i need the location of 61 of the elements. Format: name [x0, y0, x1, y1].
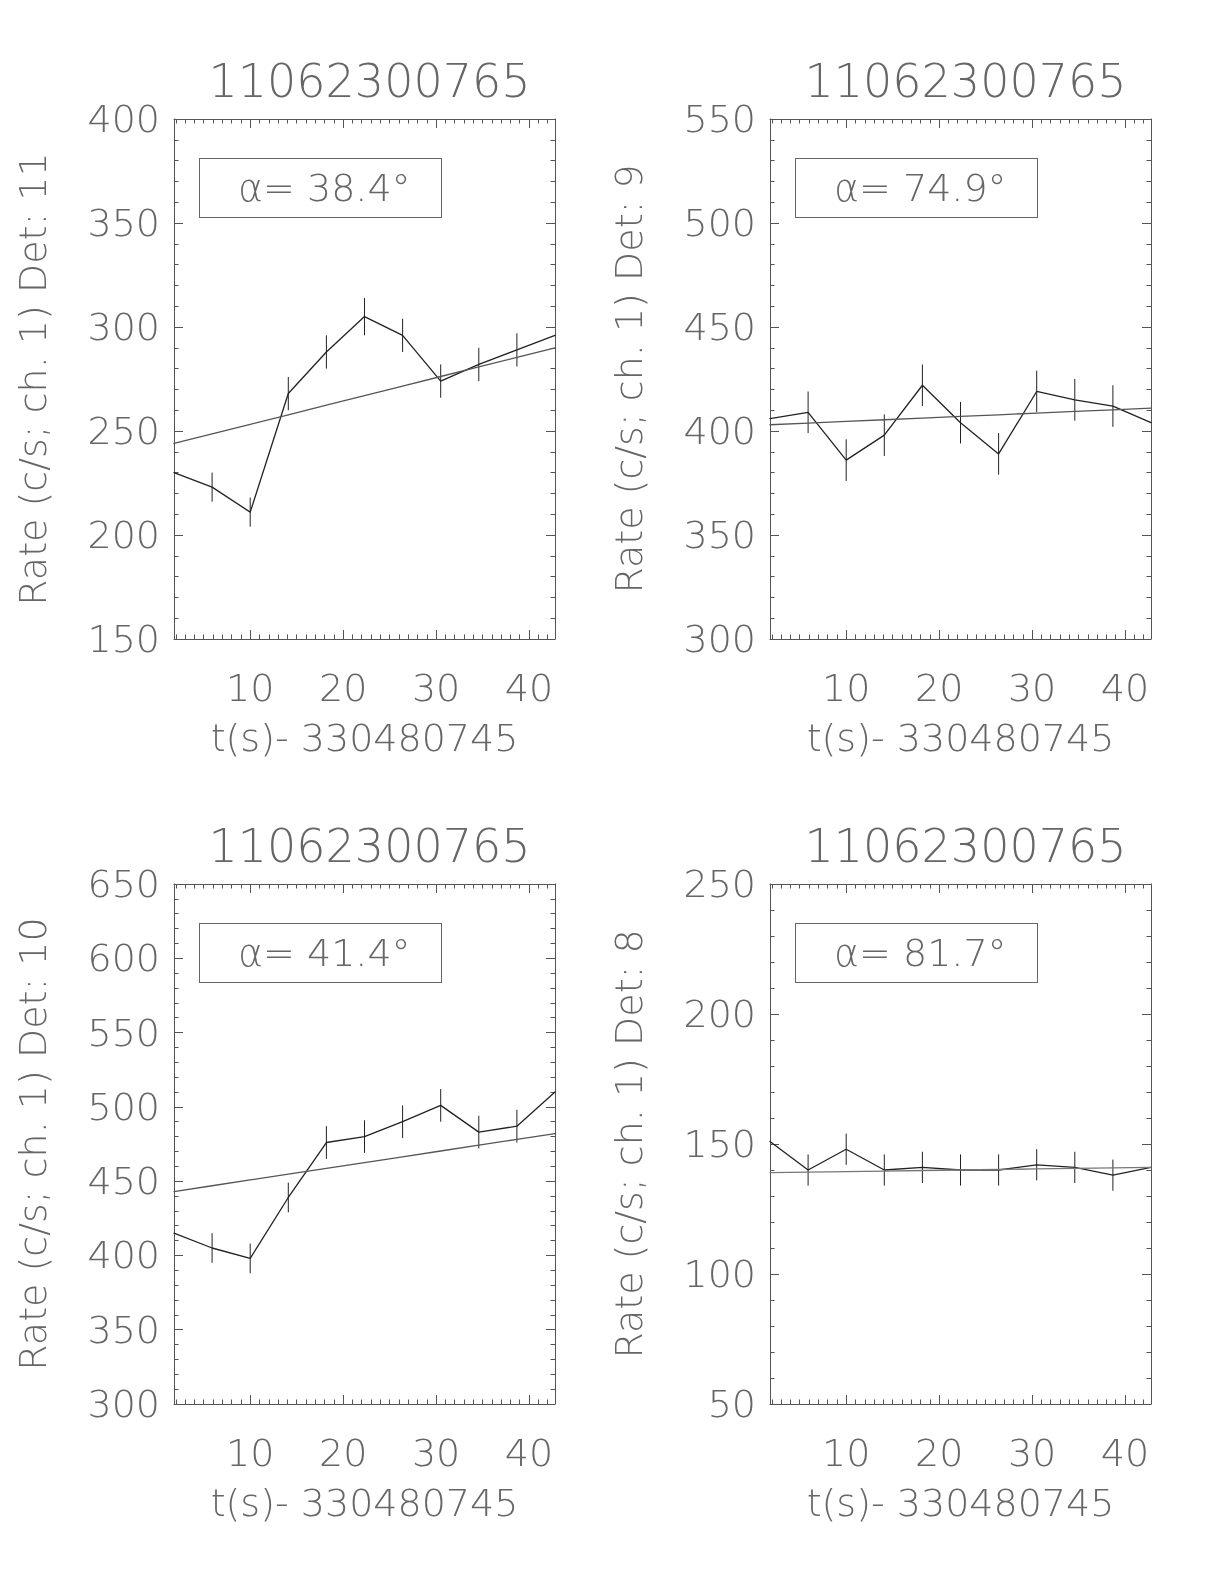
x-tick-label: 30 [411, 666, 461, 710]
text-frame: α= 74.9° [795, 158, 1038, 218]
y-tick-label: 400 [87, 97, 160, 141]
y-tick-label: 550 [683, 97, 756, 141]
y-tick-label: 350 [87, 1307, 160, 1352]
x-tick-label: 20 [318, 1431, 368, 1475]
y-tick-label: 650 [87, 862, 160, 906]
y-tick-label: 150 [87, 617, 160, 661]
y-tick-label: 450 [683, 305, 756, 349]
y-tick-label: 450 [87, 1159, 160, 1204]
annotation: α= 74.9° [834, 166, 1007, 210]
chart-title: 11062300765 [208, 819, 531, 873]
y-axis-title: Rate (c/s; ch. 1) Det: 11 [11, 152, 55, 606]
x-tick-label: 40 [1100, 1431, 1150, 1475]
y-axis-title: Rate (c/s; ch. 1) Det: 8 [607, 929, 651, 1359]
y-tick-label: 200 [683, 992, 756, 1036]
y-tick-label: 400 [683, 409, 756, 453]
y-tick-label: 300 [87, 305, 160, 349]
x-tick-label: 40 [504, 666, 554, 710]
y-tick-label: 300 [87, 1382, 160, 1426]
y-tick-label: 500 [683, 201, 756, 245]
y-tick-label: 200 [87, 513, 160, 557]
chart-title: 11062300765 [804, 819, 1127, 873]
text-frame: α= 38.4° [199, 158, 442, 218]
x-tick-label: 20 [914, 1431, 964, 1475]
x-tick-label: 30 [1007, 666, 1057, 710]
x-tick-label: 40 [1100, 666, 1150, 710]
y-tick-label: 100 [683, 1252, 756, 1296]
y-tick-label: 550 [87, 1010, 160, 1055]
x-tick-label: 10 [226, 666, 275, 710]
text-frame: α= 41.4° [199, 923, 442, 983]
x-tick-label: 10 [822, 666, 871, 710]
x-axis-title: t(s)- 330480745 [806, 716, 1115, 760]
y-tick-label: 400 [87, 1233, 160, 1278]
x-tick-label: 30 [411, 1431, 461, 1475]
x-tick-label: 30 [1007, 1431, 1057, 1475]
x-tick-label: 20 [914, 666, 964, 710]
annotation: α= 41.4° [238, 931, 411, 975]
y-tick-label: 250 [87, 409, 160, 453]
y-tick-label: 350 [87, 201, 160, 245]
y-tick-label: 250 [683, 862, 756, 906]
x-tick-label: 20 [318, 666, 368, 710]
text-frame: α= 81.7° [795, 923, 1038, 983]
y-tick-label: 500 [87, 1084, 160, 1129]
y-tick-label: 600 [87, 936, 160, 981]
chart-title: 11062300765 [804, 54, 1127, 108]
x-axis-title: t(s)- 330480745 [210, 1481, 519, 1525]
y-tick-label: 300 [683, 617, 756, 661]
y-axis-title: Rate (c/s; ch. 1) Det: 10 [11, 917, 55, 1371]
chart-title: 11062300765 [208, 54, 531, 108]
x-axis-title: t(s)- 330480745 [210, 716, 519, 760]
y-tick-label: 150 [683, 1122, 756, 1166]
y-tick-label: 50 [707, 1382, 756, 1426]
x-axis-title: t(s)- 330480745 [806, 1481, 1115, 1525]
x-tick-label: 10 [822, 1431, 871, 1475]
y-tick-label: 350 [683, 513, 756, 557]
x-tick-label: 40 [504, 1431, 554, 1475]
annotation: α= 81.7° [834, 931, 1007, 975]
annotation: α= 38.4° [238, 166, 411, 210]
x-tick-label: 10 [226, 1431, 275, 1475]
y-axis-title: Rate (c/s; ch. 1) Det: 9 [607, 164, 651, 594]
